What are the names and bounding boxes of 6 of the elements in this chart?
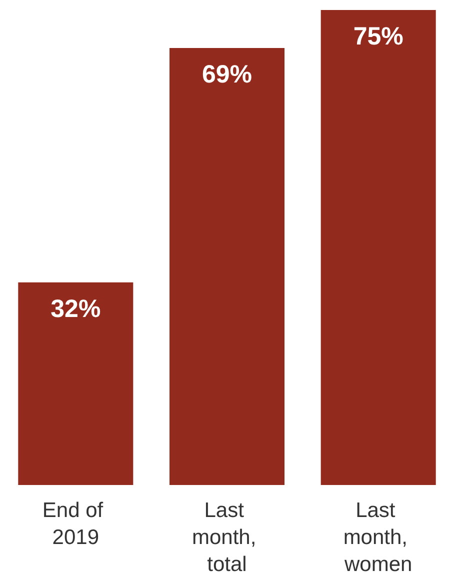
data-label: 32% <box>50 294 101 323</box>
data-label: 69% <box>202 60 252 88</box>
x-tick-label: Last month, total <box>192 499 262 576</box>
x-tick-label: End of 2019 <box>42 499 109 549</box>
x-tick-label: Last month, women <box>343 499 414 576</box>
data-label: 75% <box>353 22 404 50</box>
